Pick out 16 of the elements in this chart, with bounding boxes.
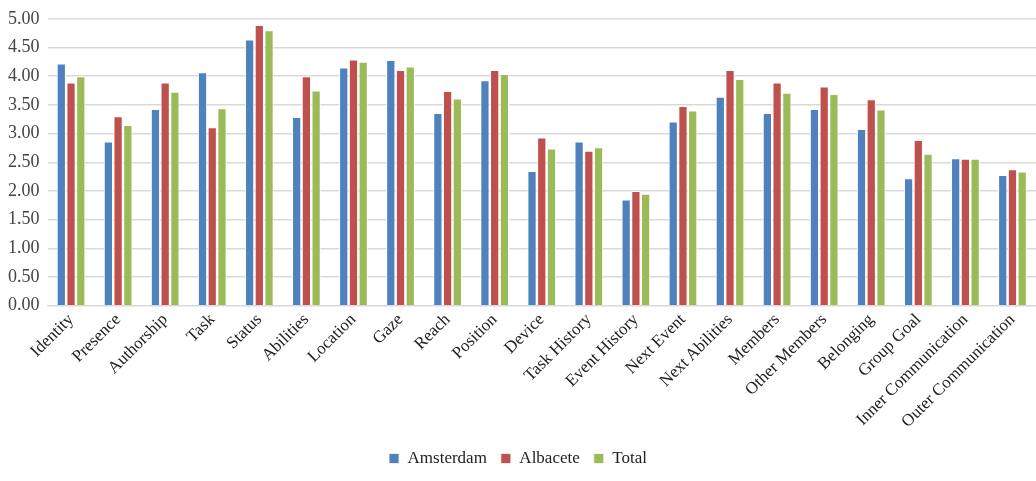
y-tick-label: 2.00 — [8, 179, 40, 200]
y-tick-label: 4.00 — [8, 64, 40, 85]
y-tick-label: 0.00 — [8, 294, 40, 315]
y-tick-label: 1.00 — [8, 237, 40, 258]
y-tick-label: 2.50 — [8, 151, 40, 171]
y-tick-label: 5.00 — [8, 7, 40, 28]
x-tick-label: Task — [182, 309, 219, 346]
y-tick-label: 0.50 — [8, 265, 40, 286]
y-tick-label: 1.50 — [8, 208, 40, 229]
legend-label: Amsterdam — [407, 447, 487, 467]
legend-label: Total — [612, 447, 648, 467]
y-tick-label: 3.00 — [8, 122, 40, 143]
legend-label: Albacete — [519, 447, 580, 467]
y-tick-label: 4.50 — [8, 36, 40, 57]
x-tick-label: Gaze — [368, 309, 407, 348]
y-tick-label: 3.50 — [8, 93, 40, 114]
